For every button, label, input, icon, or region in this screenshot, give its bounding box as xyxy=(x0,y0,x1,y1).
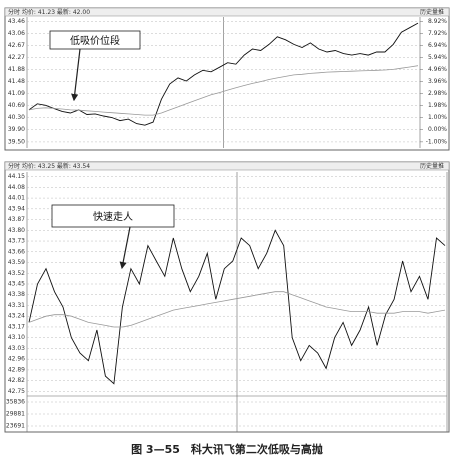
y-tick-label: 42.75 xyxy=(8,388,25,395)
y2-tick-label: 3.96% xyxy=(428,78,447,85)
button: 历史量推 xyxy=(420,8,444,16)
header: 分时 均价: 43.25 最新: 43.54 xyxy=(8,162,90,170)
y2-tick-label: 1.98% xyxy=(428,102,447,109)
y-tick-label: 43.94 xyxy=(8,205,25,212)
y2-tick-label: 2.98% xyxy=(428,90,447,97)
annotation-box xyxy=(49,30,141,50)
y-tick-label: 43.73 xyxy=(8,238,25,245)
y-tick-label: 42.67 xyxy=(8,42,25,49)
header: 分时 均价: 41.23 最新: 42.00 xyxy=(8,8,90,16)
y-tick-label: 42.96 xyxy=(8,356,25,363)
y2-tick-label: -1.00% xyxy=(426,138,448,145)
volume-label: 29881 xyxy=(6,411,25,418)
annotation: 低吸价位段 xyxy=(70,34,120,47)
header-bar xyxy=(4,7,450,17)
average-line xyxy=(28,291,446,328)
y-tick-label: 43.45 xyxy=(8,281,25,288)
y-tick-label: 43.38 xyxy=(8,291,25,298)
y2-tick-label: 6.94% xyxy=(428,42,447,49)
y-tick-label: 43.06 xyxy=(8,30,25,37)
y-tick-label: 43.10 xyxy=(8,334,25,341)
y-tick-label: 42.82 xyxy=(8,377,25,384)
y-tick-label: 42.27 xyxy=(8,54,25,61)
y-tick-label: 43.03 xyxy=(8,345,25,352)
y-tick-label: 43.80 xyxy=(8,227,25,234)
y-tick-label: 43.87 xyxy=(8,216,25,223)
y2-tick-label: 5.94% xyxy=(428,54,447,61)
price-line xyxy=(28,22,419,126)
y-tick-label: 41.88 xyxy=(8,66,25,73)
y-tick-label: 43.31 xyxy=(8,302,25,309)
y-tick-label: 43.52 xyxy=(8,270,25,277)
y2-tick-label: 7.92% xyxy=(428,30,447,37)
volume-label: 23691 xyxy=(6,423,25,430)
price-line xyxy=(28,229,446,385)
y2-tick-label: 1.00% xyxy=(428,114,447,121)
header-bar xyxy=(4,161,450,171)
y-tick-label: 41.48 xyxy=(8,78,25,85)
y2-tick-label: 8.92% xyxy=(428,18,447,25)
y-tick-label: 39.90 xyxy=(8,126,25,133)
panel-top xyxy=(4,7,450,151)
annotation: 快速走人 xyxy=(93,211,133,223)
y-tick-label: 43.24 xyxy=(8,313,25,320)
y-tick-label: 44.15 xyxy=(8,173,25,180)
y-tick-label: 44.08 xyxy=(8,184,25,191)
y-tick-label: 41.09 xyxy=(8,90,25,97)
volume-label: 35836 xyxy=(6,399,25,406)
annotation-arrow xyxy=(119,226,131,270)
y2-tick-label: 4.96% xyxy=(428,66,447,73)
y-tick-label: 44.01 xyxy=(8,195,25,202)
average-line xyxy=(28,65,419,116)
y2-tick-label: 0.00% xyxy=(428,126,447,133)
y-tick-label: 43.46 xyxy=(8,18,25,25)
y-tick-label: 43.66 xyxy=(8,248,25,255)
y-tick-label: 43.17 xyxy=(8,323,25,330)
button: 历史量推 xyxy=(420,162,444,170)
y-tick-label: 40.30 xyxy=(8,114,25,121)
annotation-box xyxy=(51,204,175,228)
y-tick-label: 40.69 xyxy=(8,102,25,109)
y-tick-label: 43.59 xyxy=(8,259,25,266)
caption: 图 3—55 科大讯飞第二次低吸与高抛 xyxy=(131,442,323,456)
annotation-arrow xyxy=(71,48,81,102)
y-tick-label: 39.50 xyxy=(8,138,25,145)
y-tick-label: 42.89 xyxy=(8,366,25,373)
